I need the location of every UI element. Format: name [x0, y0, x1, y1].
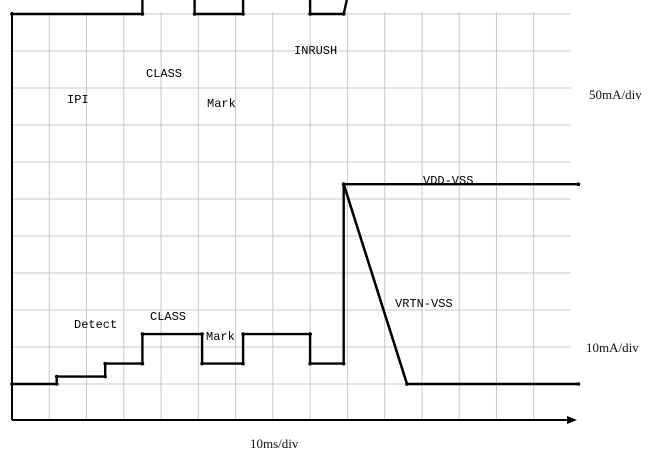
vrtn-vss-trace-point: [405, 382, 409, 386]
label-upper-mark: Mark: [207, 97, 236, 111]
lower-current-trace-point: [308, 332, 312, 336]
lower-current-trace-point: [54, 382, 59, 386]
lower-current-trace: [12, 183, 409, 386]
upper-current-trace-point: [241, 12, 245, 16]
lower-current-trace-point: [103, 361, 107, 366]
upper-scale-label: 50mA/div: [589, 87, 642, 102]
lower-current-trace-point: [200, 332, 204, 336]
trace-labels: IPI CLASS Mark INRUSH Detect CLASS Mark VDD-VSS…: [67, 44, 473, 344]
label-detect: Detect: [74, 318, 117, 332]
lower-scale-label: 10mA/div: [586, 340, 639, 355]
label-ipi: IPI: [67, 93, 89, 107]
vdd-vss-trace-point: [576, 182, 581, 186]
upper-current-trace-point: [140, 12, 145, 16]
lower-current-trace-point: [241, 361, 245, 366]
label-lower-class: CLASS: [150, 310, 186, 324]
vrtn-vss-trace: [342, 183, 579, 386]
label-upper-class: CLASS: [146, 67, 182, 81]
traces: [10, 0, 581, 386]
label-inrush: INRUSH: [294, 44, 337, 58]
upper-current-trace-point: [192, 12, 197, 16]
lower-current-trace-point: [200, 361, 204, 366]
lower-current-trace-point: [140, 332, 145, 336]
vrtn-vss-trace-point: [341, 182, 346, 186]
upper-current-trace: [12, 0, 349, 16]
label-vdd-vss: VDD-VSS: [423, 174, 473, 188]
label-vrtn-vss: VRTN-VSS: [395, 297, 453, 311]
label-lower-mark: Mark: [206, 330, 235, 344]
lower-current-trace-point: [140, 361, 145, 366]
lower-current-trace-point: [341, 361, 346, 366]
lower-current-trace-point: [54, 374, 59, 379]
lower-current-trace-point: [103, 374, 107, 379]
lower-current-trace-point: [241, 332, 245, 336]
x-axis-arrow: [567, 416, 577, 424]
upper-current-trace-point: [341, 12, 346, 16]
x-scale-label: 10ms/div: [250, 436, 299, 451]
lower-current-trace-point: [308, 361, 312, 366]
upper-current-trace-point: [308, 12, 312, 16]
vrtn-vss-trace-point: [576, 382, 581, 386]
axes: [11, 12, 577, 424]
grid: [12, 12, 571, 420]
